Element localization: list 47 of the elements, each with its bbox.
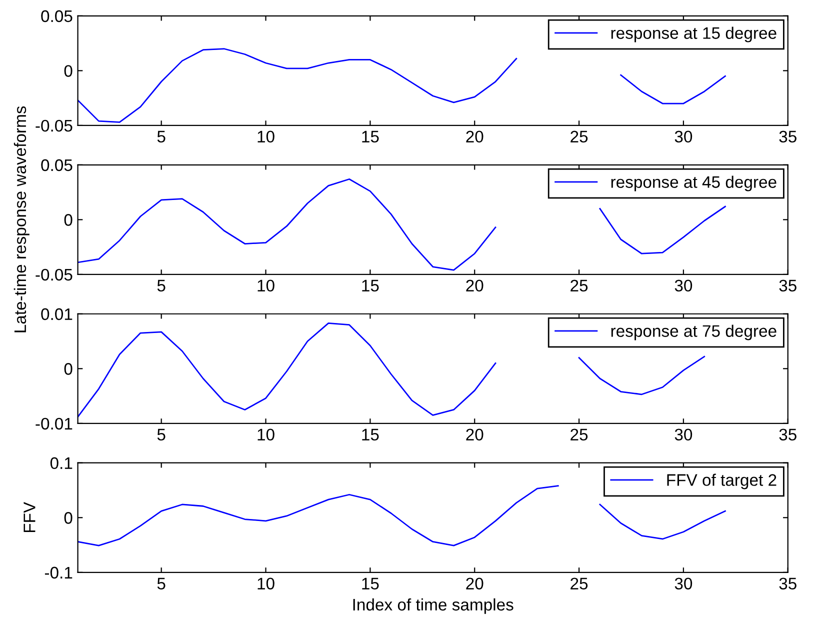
- x-tick-label: 35: [779, 130, 796, 143]
- x-tick-label: 35: [779, 428, 796, 441]
- x-tick-label: 35: [779, 578, 796, 590]
- x-tick-label: 20: [466, 428, 484, 441]
- x-tick-label: 25: [570, 280, 588, 292]
- legend-label: response at 75 degree: [611, 324, 776, 340]
- y-tick-label: 0.05: [41, 159, 72, 172]
- y-tick-label: -0.1: [44, 566, 72, 579]
- x-tick-label: 5: [157, 130, 166, 143]
- y-axis-title: Late-time response waveforms: [14, 106, 30, 332]
- x-tick-label: 15: [362, 578, 379, 590]
- legend-label: response at 15 degree: [611, 26, 776, 42]
- y-tick-label: 0.05: [41, 10, 72, 22]
- x-tick-label: 25: [570, 130, 588, 143]
- y-tick-label: -0.01: [36, 418, 72, 430]
- y-tick-label: -0.05: [36, 120, 72, 132]
- legend-label: FFV of target 2: [667, 474, 776, 490]
- y-tick-label: 0.1: [50, 457, 72, 470]
- y-tick-label: 0.01: [41, 308, 72, 320]
- x-tick-label: 25: [570, 428, 588, 441]
- x-tick-label: 5: [157, 428, 166, 441]
- x-tick-label: 25: [570, 578, 588, 590]
- y-tick-label: -0.05: [36, 268, 72, 281]
- x-tick-label: 10: [258, 428, 274, 441]
- y-tick-label: 0: [64, 214, 72, 226]
- x-axis-title: Index of time samples: [353, 598, 514, 614]
- x-tick-label: 15: [362, 130, 379, 143]
- legend-label: response at 45 degree: [611, 176, 776, 192]
- x-tick-label: 20: [466, 130, 484, 143]
- x-tick-label: 5: [157, 280, 166, 292]
- x-tick-label: 30: [674, 578, 692, 590]
- x-tick-label: 15: [362, 280, 379, 292]
- y-axis-title: FFV: [24, 502, 36, 532]
- x-tick-label: 30: [674, 280, 692, 292]
- x-tick-label: 30: [674, 428, 692, 441]
- x-tick-label: 20: [466, 280, 484, 292]
- x-tick-label: 10: [258, 578, 274, 590]
- y-tick-label: 0: [64, 65, 72, 77]
- y-tick-label: 0: [64, 512, 72, 524]
- x-tick-label: 20: [466, 578, 484, 590]
- x-tick-label: 15: [362, 428, 379, 441]
- x-tick-label: 35: [779, 280, 796, 292]
- x-tick-label: 30: [674, 130, 692, 143]
- x-tick-label: 10: [258, 130, 274, 143]
- y-tick-label: 0: [64, 363, 72, 375]
- x-tick-label: 10: [258, 280, 274, 292]
- x-tick-label: 5: [157, 578, 166, 590]
